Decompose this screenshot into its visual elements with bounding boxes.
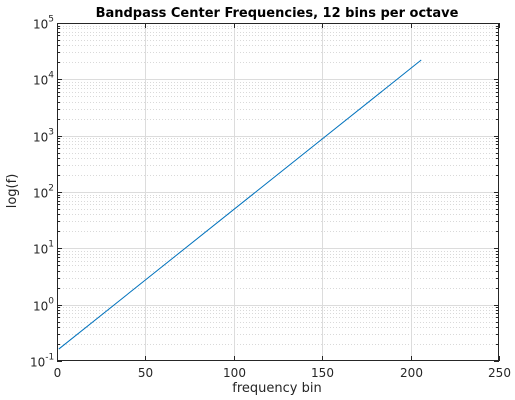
y-tick-base: 10 <box>33 18 48 32</box>
x-tick-label: 250 <box>488 366 511 380</box>
y-tick-label: 102 <box>33 184 54 201</box>
y-tick-exponent: -1 <box>45 353 54 363</box>
x-tick-label: 50 <box>138 366 153 380</box>
y-tick-exponent: 5 <box>48 15 54 25</box>
y-tick-exponent: 1 <box>48 240 54 250</box>
x-tick-label: 100 <box>223 366 246 380</box>
y-tick-exponent: 2 <box>48 184 54 194</box>
y-tick-base: 10 <box>33 74 48 88</box>
y-tick-base: 10 <box>33 131 48 145</box>
y-tick-label: 103 <box>33 128 54 145</box>
y-tick-base: 10 <box>33 243 48 257</box>
y-tick-exponent: 3 <box>48 128 54 138</box>
major-grid <box>57 23 499 361</box>
y-tick-label: 105 <box>33 15 54 32</box>
ticks <box>57 23 500 362</box>
y-tick-label: 10-1 <box>30 353 54 370</box>
x-axis-label: frequency bin <box>232 381 321 396</box>
x-tick-label: 200 <box>400 366 423 380</box>
y-tick-label: 104 <box>33 71 54 88</box>
y-tick-exponent: 0 <box>48 297 54 307</box>
x-tick-label: 0 <box>54 366 62 380</box>
series-layer <box>58 59 422 350</box>
y-tick-exponent: 4 <box>48 71 54 81</box>
series-line <box>58 59 422 350</box>
y-tick-label: 100 <box>33 297 54 314</box>
y-axis-label: log(f) <box>5 174 20 209</box>
chart-title: Bandpass Center Frequencies, 12 bins per… <box>96 6 459 21</box>
y-tick-base: 10 <box>30 356 45 370</box>
y-tick-label: 101 <box>33 240 54 257</box>
y-tick-base: 10 <box>33 187 48 201</box>
x-tick-label: 150 <box>311 366 334 380</box>
y-tick-base: 10 <box>33 300 48 314</box>
x-tick-labels: 0 50 100 150 200 250 <box>54 366 511 380</box>
